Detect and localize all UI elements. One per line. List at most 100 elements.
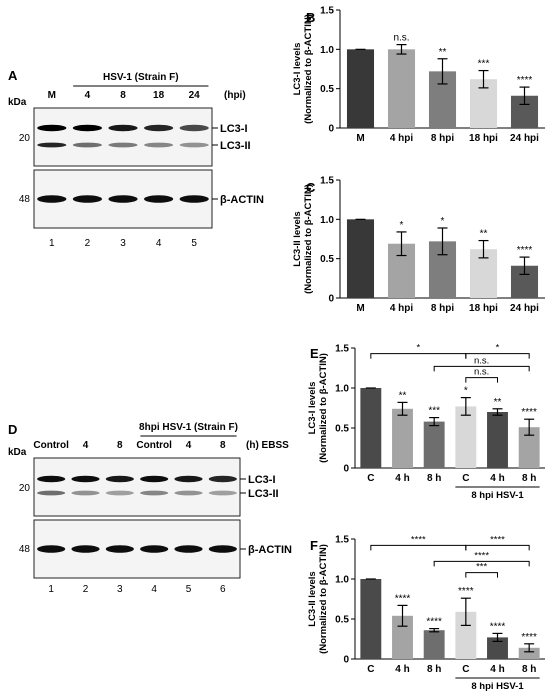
significance-label: ** — [399, 390, 407, 401]
significance-label: n.s. — [393, 33, 409, 44]
y-axis-label: (Normalized to β-ACTIN) — [303, 184, 314, 294]
significance-label: **** — [521, 632, 537, 643]
bar — [518, 647, 540, 659]
bar — [455, 611, 477, 659]
panel-letter: E — [310, 346, 319, 361]
comparison-label: * — [496, 343, 500, 354]
treatment-header: HSV-1 (Strain F) — [103, 72, 179, 83]
units-label: (hpi) — [224, 90, 246, 101]
y-tick-label: 1.5 — [335, 344, 349, 355]
bar — [387, 49, 416, 129]
blot-membrane — [33, 107, 213, 167]
y-tick-label: 0.5 — [335, 424, 349, 435]
category-label: C — [367, 664, 374, 675]
band-actin — [105, 545, 134, 553]
band-lc3-i — [72, 124, 102, 132]
lane-label: 8 — [117, 440, 123, 451]
y-tick-label: 0 — [328, 124, 334, 135]
lane-number: 6 — [220, 584, 226, 595]
comparison-bracket — [370, 544, 467, 551]
band-label: LC3-II — [248, 488, 279, 500]
lane-label: 8 — [220, 440, 226, 451]
kda-label: kDa — [8, 447, 27, 458]
lane-number: 3 — [120, 238, 126, 249]
significance-label: **** — [517, 245, 533, 256]
y-tick-label: 0.5 — [335, 615, 349, 626]
band-lc3-ii — [179, 142, 209, 148]
significance-label: **** — [517, 75, 533, 86]
band-lc3-ii — [140, 490, 169, 496]
chart-panel-c: C 0 0.5 1.0 1.5 LC3-II levels (Normalized to β… — [292, 176, 545, 314]
comparison-label: n.s. — [474, 367, 489, 378]
y-axis-label: LC3-I levels — [307, 382, 318, 435]
comparison-bracket — [465, 377, 498, 383]
category-label: 8 h — [427, 664, 441, 675]
band-label: β-ACTIN — [248, 544, 292, 556]
comparison-bracket — [433, 365, 530, 372]
lane-number: 1 — [49, 238, 55, 249]
significance-label: ** — [480, 229, 488, 240]
lane-label: 4 — [83, 440, 89, 451]
mw-marker: 20 — [19, 133, 31, 144]
comparison-label: * — [416, 343, 420, 354]
panel-letter: C — [306, 180, 316, 195]
band-lc3-i — [71, 475, 100, 483]
comparison-label: *** — [476, 562, 487, 573]
lane-label: 24 — [189, 90, 201, 101]
band-lc3-ii — [108, 142, 138, 148]
blot-membrane — [33, 457, 241, 517]
band-lc3-ii — [174, 490, 203, 496]
band-lc3-ii — [72, 142, 102, 148]
lane-number: 2 — [85, 238, 91, 249]
bar — [360, 388, 382, 468]
category-label: 4 h — [395, 664, 409, 675]
kda-label: kDa — [8, 97, 27, 108]
lane-number: 4 — [156, 238, 162, 249]
band-lc3-ii — [71, 490, 100, 496]
band-lc3-i — [208, 475, 237, 483]
band-lc3-i — [105, 475, 134, 483]
significance-label: ** — [494, 397, 502, 408]
band-lc3-i — [37, 124, 67, 132]
mw-marker: 48 — [19, 544, 31, 555]
band-lc3-i — [140, 475, 169, 483]
category-label: M — [356, 303, 364, 314]
y-tick-label: 1.5 — [320, 6, 334, 17]
band-actin — [208, 545, 237, 553]
band-actin — [179, 195, 209, 203]
category-label: 4 h — [395, 473, 409, 484]
lane-number: 3 — [117, 584, 123, 595]
band-lc3-ii — [208, 490, 237, 496]
band-label: LC3-I — [220, 123, 248, 135]
chart-panel-f: F 0 0.5 1.0 1.5 LC3-II levels (Normalized to β… — [307, 534, 545, 692]
lane-label: 4 — [186, 440, 192, 451]
y-tick-label: 0 — [343, 655, 349, 666]
band-actin — [72, 195, 102, 203]
y-tick-label: 0 — [343, 464, 349, 475]
band-actin — [37, 195, 67, 203]
significance-label: ** — [439, 47, 447, 58]
y-axis-label: LC3-II levels — [307, 571, 318, 626]
y-axis-label: (Normalized to β-ACTIN) — [303, 14, 314, 124]
lane-number: 4 — [151, 584, 157, 595]
category-label: 8 h — [522, 473, 536, 484]
significance-label: *** — [428, 406, 440, 417]
bar — [455, 406, 477, 468]
comparison-label: n.s. — [474, 355, 489, 366]
chart-panel-b: B 0 0.5 1.0 1.5 LC3-I levels (Normalized to β-… — [292, 6, 545, 144]
band-actin — [71, 545, 100, 553]
mw-marker: 20 — [19, 483, 31, 494]
significance-label: **** — [458, 586, 474, 597]
y-tick-label: 0.5 — [320, 254, 334, 265]
bar — [518, 427, 540, 468]
significance-label: **** — [521, 407, 537, 418]
category-label: 18 hpi — [469, 303, 498, 314]
band-lc3-ii — [105, 490, 134, 496]
bar — [346, 219, 375, 298]
bar — [392, 615, 413, 659]
y-tick-label: 1.0 — [320, 45, 334, 56]
y-axis-label: LC3-I levels — [292, 43, 303, 96]
panel-letter: B — [306, 10, 315, 25]
mw-marker: 48 — [19, 194, 31, 205]
